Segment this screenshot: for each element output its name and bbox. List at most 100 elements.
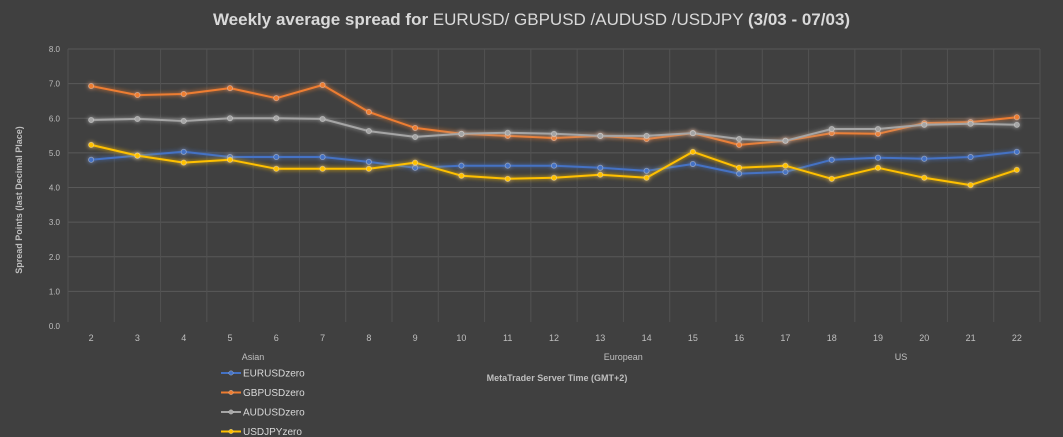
x-axis-ticks: 2 3 4 5 6 7 8 9 10 11 12 13 14 15 16 17 18 19 20 21 22 xyxy=(89,333,1022,343)
data-point xyxy=(88,116,95,123)
data-point xyxy=(319,165,326,172)
data-point xyxy=(458,162,465,169)
data-point xyxy=(921,174,928,181)
data-point xyxy=(689,130,696,137)
data-point xyxy=(458,172,465,179)
data-point xyxy=(412,133,419,140)
data-point xyxy=(273,165,280,172)
y-tick-label: 4.0 xyxy=(49,184,61,193)
data-point xyxy=(1013,114,1020,121)
data-point xyxy=(782,137,789,144)
data-point xyxy=(88,83,95,90)
legend: EURUSDzero GBPUSDzero AUDUSDzero USDJPYzero xyxy=(221,369,305,437)
legend-label: GBPUSDzero xyxy=(243,388,305,399)
series-USDJPYzero xyxy=(88,141,1020,189)
data-point xyxy=(1013,121,1020,128)
data-point xyxy=(828,156,835,163)
data-point xyxy=(736,136,743,143)
data-point xyxy=(597,132,604,139)
x-tick-label: 15 xyxy=(688,333,698,343)
data-point xyxy=(365,158,372,165)
data-point xyxy=(88,156,95,163)
data-point xyxy=(319,154,326,161)
session-label: Asian xyxy=(242,352,265,362)
y-tick-label: 8.0 xyxy=(49,45,61,54)
y-tick-label: 3.0 xyxy=(49,218,61,227)
legend-item: GBPUSDzero xyxy=(221,388,305,399)
x-tick-label: 3 xyxy=(135,333,140,343)
data-point xyxy=(226,85,233,92)
data-point xyxy=(643,132,650,139)
data-point xyxy=(828,175,835,182)
y-tick-label: 1.0 xyxy=(49,287,61,296)
data-point xyxy=(689,160,696,167)
data-point xyxy=(551,130,558,137)
series-GBPUSDzero xyxy=(88,82,1020,148)
session-labels: Asian European US xyxy=(242,352,908,362)
title-part-lead: Weekly average spread for xyxy=(212,10,433,29)
legend-item: USDJPYzero xyxy=(221,427,302,437)
data-point xyxy=(828,125,835,132)
x-tick-label: 12 xyxy=(549,333,559,343)
data-point xyxy=(875,154,882,161)
series-EURUSDzero xyxy=(88,148,1020,177)
legend-marker xyxy=(228,428,234,434)
x-tick-label: 4 xyxy=(181,333,186,343)
data-point xyxy=(180,159,187,166)
data-point xyxy=(643,167,650,174)
legend-label: USDJPYzero xyxy=(243,427,302,437)
chart-title: Weekly average spread for EURUSD/ GBPUSD… xyxy=(0,10,1063,30)
data-point xyxy=(88,141,95,148)
x-tick-label: 10 xyxy=(456,333,466,343)
data-point xyxy=(504,162,511,169)
data-point xyxy=(134,152,141,159)
y-tick-label: 2.0 xyxy=(49,253,61,262)
legend-label: EURUSDzero xyxy=(243,369,305,380)
session-label: European xyxy=(604,352,643,362)
data-point xyxy=(875,125,882,132)
data-point xyxy=(1013,148,1020,155)
data-point xyxy=(180,118,187,125)
data-point xyxy=(921,121,928,128)
data-point xyxy=(736,141,743,148)
data-point xyxy=(412,164,419,171)
x-tick-label: 18 xyxy=(827,333,837,343)
data-point xyxy=(365,109,372,116)
data-point xyxy=(365,128,372,135)
x-tick-label: 20 xyxy=(919,333,929,343)
x-tick-label: 17 xyxy=(780,333,790,343)
series-lines xyxy=(88,82,1020,189)
data-point xyxy=(875,130,882,137)
x-tick-label: 21 xyxy=(966,333,976,343)
data-point xyxy=(597,164,604,171)
title-part-dates: (3/03 - 07/03) xyxy=(748,10,851,29)
data-point xyxy=(412,159,419,166)
data-point xyxy=(226,156,233,163)
data-point xyxy=(1013,166,1020,173)
x-tick-label: 8 xyxy=(366,333,371,343)
x-tick-label: 7 xyxy=(320,333,325,343)
y-tick-label: 5.0 xyxy=(49,149,61,158)
data-point xyxy=(134,92,141,99)
legend-label: AUDUSDzero xyxy=(243,408,305,419)
data-point xyxy=(458,130,465,137)
data-point xyxy=(365,165,372,172)
data-point xyxy=(736,170,743,177)
data-point xyxy=(504,175,511,182)
data-point xyxy=(180,148,187,155)
session-label: US xyxy=(895,352,908,362)
data-point xyxy=(319,115,326,122)
data-point xyxy=(134,115,141,122)
series-AUDUSDzero xyxy=(88,115,1020,144)
data-point xyxy=(921,155,928,162)
data-point xyxy=(782,162,789,169)
title-part-pairs: EURUSD/ GBPUSD /AUDUSD /USDJPY xyxy=(432,10,748,29)
x-tick-label: 11 xyxy=(503,333,512,343)
data-point xyxy=(273,95,280,102)
x-tick-label: 19 xyxy=(873,333,883,343)
legend-marker xyxy=(228,409,234,415)
y-tick-label: 0.0 xyxy=(49,322,61,331)
y-tick-label: 6.0 xyxy=(49,114,61,123)
x-tick-label: 14 xyxy=(642,333,652,343)
